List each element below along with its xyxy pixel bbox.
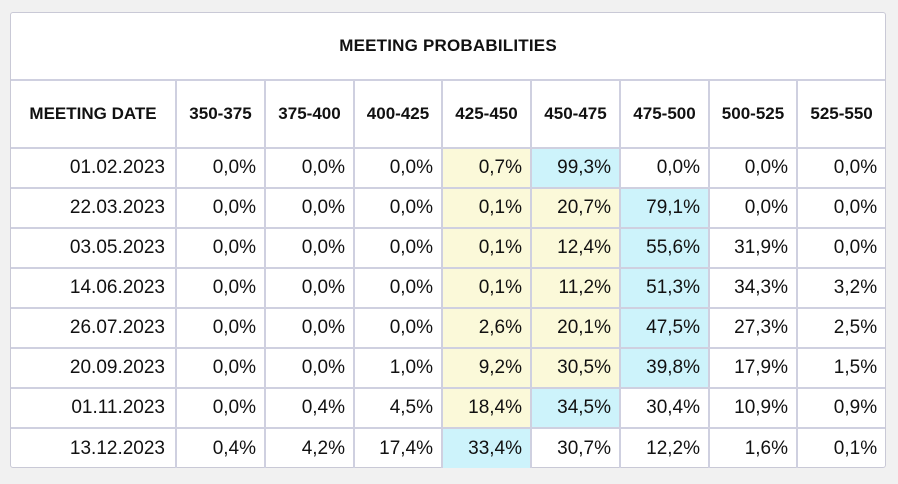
probability-cell: 34,3% [708, 267, 798, 309]
probability-cell: 0,0% [619, 147, 710, 189]
probability-cell: 0,0% [175, 187, 266, 229]
meeting-date-cell: 22.03.2023 [11, 187, 177, 229]
probability-cell: 0,0% [264, 187, 355, 229]
probability-cell: 30,4% [619, 387, 710, 429]
probability-cell: 0,0% [353, 267, 443, 309]
probability-cell: 0,1% [795, 427, 886, 468]
table-row: 03.05.2023 0,0% 0,0% 0,0% 0,1% 12,4% 55,6% 31,9… [11, 227, 886, 269]
probability-cell: 0,0% [353, 187, 443, 229]
probability-cell: 30,7% [530, 427, 621, 468]
probability-cell: 12,4% [530, 227, 621, 269]
probability-cell: 27,3% [708, 307, 798, 349]
probability-cell: 0,0% [175, 227, 266, 269]
probability-cell: 0,1% [441, 187, 532, 229]
column-header-range: 475-500 [619, 79, 710, 149]
header-row: MEETING DATE 350-375 375-400 400-425 425… [11, 79, 886, 149]
column-header-range: 400-425 [353, 79, 443, 149]
probability-cell: 0,0% [795, 147, 886, 189]
probability-cell: 20,1% [530, 307, 621, 349]
column-header-range: 525-550 [795, 79, 886, 149]
probability-cell: 34,5% [530, 387, 621, 429]
probability-cell: 47,5% [619, 307, 710, 349]
probability-cell: 0,0% [353, 147, 443, 189]
probability-cell: 0,0% [175, 307, 266, 349]
column-header-range: 450-475 [530, 79, 621, 149]
probability-cell: 17,4% [353, 427, 443, 468]
meeting-date-cell: 01.02.2023 [11, 147, 177, 189]
probability-cell: 0,0% [708, 187, 798, 229]
probability-cell: 0,0% [795, 227, 886, 269]
probability-cell: 2,5% [795, 307, 886, 349]
meeting-date-cell: 20.09.2023 [11, 347, 177, 389]
meeting-date-cell: 13.12.2023 [11, 427, 177, 468]
column-header-meeting-date: MEETING DATE [11, 79, 177, 149]
probability-cell: 3,2% [795, 267, 886, 309]
probability-cell: 79,1% [619, 187, 710, 229]
probability-cell: 0,0% [353, 307, 443, 349]
probability-cell: 0,4% [175, 427, 266, 468]
column-header-range: 425-450 [441, 79, 532, 149]
probability-cell: 0,0% [175, 387, 266, 429]
probability-cell: 17,9% [708, 347, 798, 389]
table-row: 22.03.2023 0,0% 0,0% 0,0% 0,1% 20,7% 79,1% 0,0%… [11, 187, 886, 229]
meeting-date-cell: 14.06.2023 [11, 267, 177, 309]
probability-cell: 0,0% [264, 307, 355, 349]
probability-cell: 51,3% [619, 267, 710, 309]
table-row: 01.02.2023 0,0% 0,0% 0,0% 0,7% 99,3% 0,0% 0,0% 0… [11, 147, 886, 189]
probability-cell: 0,1% [441, 267, 532, 309]
probability-cell: 33,4% [441, 427, 532, 468]
probability-cell: 0,0% [264, 347, 355, 389]
column-header-range: 350-375 [175, 79, 266, 149]
probability-cell: 18,4% [441, 387, 532, 429]
probability-cell: 11,2% [530, 267, 621, 309]
meeting-date-cell: 03.05.2023 [11, 227, 177, 269]
probability-cell: 1,6% [708, 427, 798, 468]
probability-cell: 0,0% [353, 227, 443, 269]
probability-cell: 55,6% [619, 227, 710, 269]
probability-cell: 0,7% [441, 147, 532, 189]
table-title: MEETING PROBABILITIES [11, 13, 886, 81]
probability-cell: 0,0% [708, 147, 798, 189]
table-row: 26.07.2023 0,0% 0,0% 0,0% 2,6% 20,1% 47,5% 27,3… [11, 307, 886, 349]
probability-cell: 1,5% [795, 347, 886, 389]
probability-cell: 4,5% [353, 387, 443, 429]
probability-cell: 0,9% [795, 387, 886, 429]
probability-cell: 99,3% [530, 147, 621, 189]
probability-cell: 31,9% [708, 227, 798, 269]
table-row: 13.12.2023 0,4% 4,2% 17,4% 33,4% 30,7% 12,2% 1,… [11, 427, 886, 468]
probability-cell: 30,5% [530, 347, 621, 389]
probability-cell: 0,0% [175, 347, 266, 389]
probability-cell: 10,9% [708, 387, 798, 429]
table-body: 01.02.2023 0,0% 0,0% 0,0% 0,7% 99,3% 0,0% 0,0% 0… [11, 147, 886, 468]
probability-cell: 0,1% [441, 227, 532, 269]
probability-cell: 9,2% [441, 347, 532, 389]
probability-cell: 0,4% [264, 387, 355, 429]
probabilities-panel: MEETING PROBABILITIES MEETING DATE 350-3… [10, 12, 886, 468]
table-row: 14.06.2023 0,0% 0,0% 0,0% 0,1% 11,2% 51,3% 34,3… [11, 267, 886, 309]
probability-cell: 0,0% [264, 227, 355, 269]
probability-cell: 12,2% [619, 427, 710, 468]
column-header-range: 500-525 [708, 79, 798, 149]
meeting-date-cell: 26.07.2023 [11, 307, 177, 349]
table-row: 01.11.2023 0,0% 0,4% 4,5% 18,4% 34,5% 30,4% 10,… [11, 387, 886, 429]
probability-cell: 1,0% [353, 347, 443, 389]
meeting-date-cell: 01.11.2023 [11, 387, 177, 429]
probability-cell: 2,6% [441, 307, 532, 349]
probability-cell: 0,0% [795, 187, 886, 229]
meeting-probabilities-table: MEETING PROBABILITIES MEETING DATE 350-3… [11, 13, 886, 468]
probability-cell: 0,0% [175, 147, 266, 189]
probability-cell: 0,0% [175, 267, 266, 309]
probability-cell: 20,7% [530, 187, 621, 229]
table-row: 20.09.2023 0,0% 0,0% 1,0% 9,2% 30,5% 39,8% 17,9… [11, 347, 886, 389]
probability-cell: 0,0% [264, 147, 355, 189]
probability-cell: 0,0% [264, 267, 355, 309]
column-header-range: 375-400 [264, 79, 355, 149]
probability-cell: 4,2% [264, 427, 355, 468]
probability-cell: 39,8% [619, 347, 710, 389]
